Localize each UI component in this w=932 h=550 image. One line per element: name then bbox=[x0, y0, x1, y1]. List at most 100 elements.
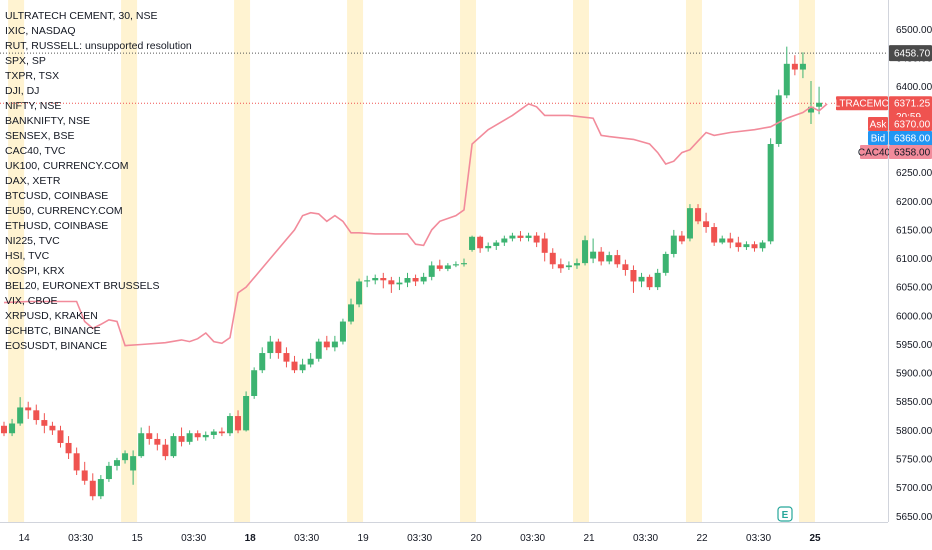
candle bbox=[259, 347, 266, 374]
legend-item[interactable]: NI225, TVC bbox=[5, 235, 60, 247]
candle bbox=[743, 241, 750, 250]
legend-item[interactable]: SPX, SP bbox=[5, 55, 46, 67]
candle bbox=[323, 335, 330, 351]
time-axis[interactable]: 14 03:30 15 03:30 18 03:30 19 03:30 20 03:30 21 03:… bbox=[19, 533, 821, 544]
legend-item[interactable]: ULTRATECH CEMENT, 30, NSE bbox=[5, 10, 158, 22]
earnings-event-marker[interactable]: E bbox=[777, 506, 793, 522]
legend-item[interactable]: UK100, CURRENCY.COM bbox=[5, 160, 129, 172]
candle bbox=[307, 353, 314, 368]
candle-body bbox=[243, 396, 250, 431]
legend-item[interactable]: RUT, RUSSELL: unsupported resolution bbox=[5, 40, 192, 52]
bid-label-tag bbox=[868, 131, 888, 145]
candle-body bbox=[444, 265, 451, 269]
candle-body bbox=[598, 251, 605, 262]
candle-body bbox=[735, 242, 742, 248]
legend-item[interactable]: VIX, CBOE bbox=[5, 295, 58, 307]
candle bbox=[452, 261, 459, 268]
candle bbox=[638, 272, 645, 288]
legend-item[interactable]: ETHUSD, COINBASE bbox=[5, 220, 109, 232]
candle bbox=[493, 240, 500, 250]
legend-item[interactable]: SENSEX, BSE bbox=[5, 130, 75, 142]
price-tick-label: 6150.00 bbox=[896, 225, 932, 236]
legend-item[interactable]: BEL20, EURONEXT BRUSSELS bbox=[5, 280, 160, 292]
candle-body bbox=[743, 244, 750, 248]
session-band bbox=[347, 0, 364, 522]
legend-item[interactable]: NIFTY, NSE bbox=[5, 100, 62, 112]
legend-item[interactable]: KOSPI, KRX bbox=[5, 265, 65, 277]
candle bbox=[267, 335, 274, 359]
candle-body bbox=[711, 227, 718, 243]
candle bbox=[218, 427, 225, 437]
candle-body bbox=[9, 423, 16, 434]
candle bbox=[41, 413, 48, 434]
candle-body bbox=[525, 235, 532, 238]
candle bbox=[509, 232, 516, 242]
candle-body bbox=[331, 341, 338, 348]
ask-label: Ask bbox=[870, 120, 888, 131]
price-tick-label: 6500.00 bbox=[896, 25, 932, 36]
candle bbox=[113, 457, 120, 471]
session-band bbox=[685, 0, 702, 522]
legend-item[interactable]: DAX, XETR bbox=[5, 175, 61, 187]
time-tick-label: 19 bbox=[358, 533, 370, 544]
legend: ULTRATECH CEMENT, 30, NSE IXIC, NASDAQ RUT… bbox=[5, 9, 192, 354]
candle-body bbox=[622, 264, 629, 270]
legend-item[interactable]: IXIC, NASDAQ bbox=[5, 25, 76, 37]
cac40-value: 6358.00 bbox=[894, 148, 931, 159]
legend-item[interactable]: BANKNIFTY, NSE bbox=[5, 115, 90, 127]
candle-body bbox=[678, 235, 685, 242]
price-tick-label: 5850.00 bbox=[896, 397, 932, 408]
candle-body bbox=[493, 242, 500, 246]
candle-body bbox=[638, 276, 645, 282]
candle-body bbox=[226, 416, 233, 434]
candle-body bbox=[113, 460, 120, 466]
bid-label: Bid bbox=[871, 134, 885, 145]
legend-item[interactable]: TXPR, TSX bbox=[5, 70, 60, 82]
session-band bbox=[8, 0, 25, 522]
candle-body bbox=[348, 304, 355, 322]
candle bbox=[380, 272, 387, 289]
candle bbox=[646, 274, 653, 291]
symbol-tag bbox=[836, 96, 888, 111]
legend-item[interactable]: XRPUSD, KRAKEN bbox=[5, 310, 98, 322]
bid-value: 6368.00 bbox=[894, 134, 931, 145]
legend-item[interactable]: EU50, CURRENCY.COM bbox=[5, 205, 123, 217]
candle-body bbox=[138, 433, 145, 457]
candle-body bbox=[533, 235, 540, 243]
legend-item[interactable]: BCHBTC, BINANCE bbox=[5, 325, 101, 337]
candle-body bbox=[356, 281, 363, 305]
candle bbox=[735, 236, 742, 252]
candle-body bbox=[695, 208, 702, 222]
candle bbox=[235, 410, 242, 434]
candle bbox=[678, 231, 685, 245]
session-bands bbox=[8, 0, 815, 522]
candle-body bbox=[194, 433, 201, 438]
legend-item[interactable]: BTCUSD, COINBASE bbox=[5, 190, 109, 202]
symbol-label: ULTRACEMCO bbox=[827, 99, 896, 110]
candle-body bbox=[57, 430, 64, 443]
high-price-tag bbox=[889, 45, 932, 62]
candle bbox=[299, 358, 306, 374]
legend-item[interactable]: EOSUSDT, BINANCE bbox=[5, 340, 108, 352]
candle bbox=[57, 425, 64, 448]
candle bbox=[573, 258, 580, 269]
candle-body bbox=[251, 370, 258, 396]
candle bbox=[695, 204, 702, 225]
session-band bbox=[798, 0, 815, 522]
candle bbox=[194, 430, 201, 441]
candle-body bbox=[703, 221, 710, 228]
candle-body bbox=[49, 425, 56, 431]
price-tags: 6458.70ULTRACEMCO6371.2520:59Ask6370.00B… bbox=[827, 45, 932, 159]
legend-item[interactable]: HSI, TVC bbox=[5, 250, 50, 262]
candle bbox=[582, 235, 589, 266]
time-tick-label: 03:30 bbox=[520, 533, 545, 544]
candle-body bbox=[186, 433, 193, 442]
candle bbox=[154, 433, 161, 451]
candle-body bbox=[614, 255, 621, 265]
legend-item[interactable]: DJI, DJ bbox=[5, 85, 40, 97]
candle-body bbox=[452, 264, 459, 266]
candle-body bbox=[630, 270, 637, 282]
legend-item[interactable]: CAC40, TVC bbox=[5, 145, 66, 157]
candle bbox=[501, 235, 508, 246]
